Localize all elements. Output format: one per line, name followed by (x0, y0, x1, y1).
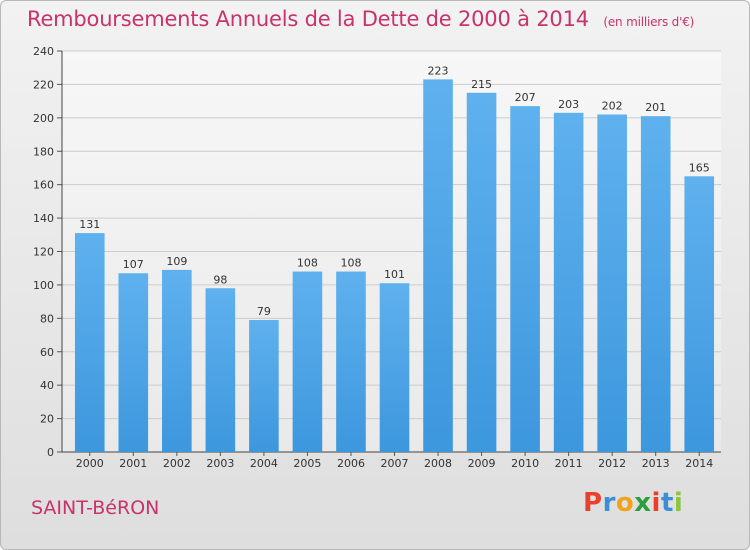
proxiti-logo: Proxiti (583, 488, 683, 518)
x-tick-label: 2004 (250, 457, 278, 470)
bar (205, 288, 236, 452)
bar-value-label: 203 (558, 98, 579, 111)
logo-letter: r (602, 488, 616, 518)
bar-value-label: 215 (471, 78, 492, 91)
bar (510, 106, 540, 452)
bar (379, 283, 410, 452)
x-tick-label: 2000 (76, 457, 104, 470)
x-tick-label: 2008 (424, 457, 452, 470)
y-tick-label: 100 (33, 279, 54, 292)
x-tick-label: 2006 (337, 457, 365, 470)
chart-title: Remboursements Annuels de la Dette de 20… (27, 7, 694, 31)
bar (640, 116, 671, 452)
bar (74, 233, 105, 452)
bar (684, 176, 715, 452)
bar (466, 92, 497, 452)
bar-value-label: 98 (213, 273, 227, 286)
x-tick-label: 2001 (119, 457, 147, 470)
bar-value-label: 202 (602, 99, 623, 112)
x-tick-label: 2009 (468, 457, 496, 470)
bar (423, 79, 453, 452)
bar (336, 271, 366, 452)
bar-value-label: 201 (645, 101, 666, 114)
x-tick-label: 2013 (642, 457, 670, 470)
logo-letter: i (673, 488, 684, 518)
bar-value-label: 109 (166, 255, 187, 268)
y-tick-label: 200 (33, 112, 54, 125)
x-tick-label: 2014 (685, 457, 713, 470)
y-tick-label: 220 (33, 78, 54, 91)
logo-letter: o (615, 488, 635, 518)
y-tick-label: 160 (33, 179, 54, 192)
bar-value-label: 79 (257, 305, 271, 318)
y-tick-label: 60 (40, 346, 54, 359)
bar (162, 269, 192, 452)
logo-letter: i (651, 488, 661, 518)
logo-letter: x (634, 488, 652, 518)
bar (553, 112, 584, 452)
x-tick-label: 2010 (511, 457, 539, 470)
logo-letter: t (660, 488, 674, 518)
y-tick-label: 240 (33, 45, 54, 58)
y-tick-label: 120 (33, 246, 54, 259)
y-tick-label: 0 (47, 446, 54, 459)
x-tick-label: 2007 (381, 457, 409, 470)
bar-value-label: 107 (123, 258, 144, 271)
x-tick-label: 2011 (555, 457, 583, 470)
y-tick-label: 80 (40, 312, 54, 325)
x-tick-label: 2012 (598, 457, 626, 470)
y-tick-label: 140 (33, 212, 54, 225)
bar (249, 320, 279, 452)
x-tick-label: 2003 (206, 457, 234, 470)
x-tick-label: 2002 (163, 457, 191, 470)
bar-value-label: 165 (689, 161, 710, 174)
bar-value-label: 101 (384, 268, 405, 281)
bar-value-label: 131 (79, 218, 100, 231)
chart-subtitle: (en milliers d'€) (603, 15, 695, 29)
logo-letter: P (583, 488, 603, 518)
x-tick-label: 2005 (293, 457, 321, 470)
bar (597, 114, 627, 452)
bar (292, 271, 323, 452)
y-tick-label: 20 (40, 413, 54, 426)
bar-value-label: 108 (340, 257, 361, 270)
bar-value-label: 108 (297, 257, 318, 270)
bar-value-label: 223 (428, 64, 449, 77)
chart-title-text: Remboursements Annuels de la Dette de 20… (27, 7, 589, 31)
y-tick-label: 180 (33, 145, 54, 158)
bar (118, 273, 149, 452)
bar-value-label: 207 (515, 91, 536, 104)
y-tick-label: 40 (40, 379, 54, 392)
commune-name: SAINT-BéRON (31, 497, 160, 519)
